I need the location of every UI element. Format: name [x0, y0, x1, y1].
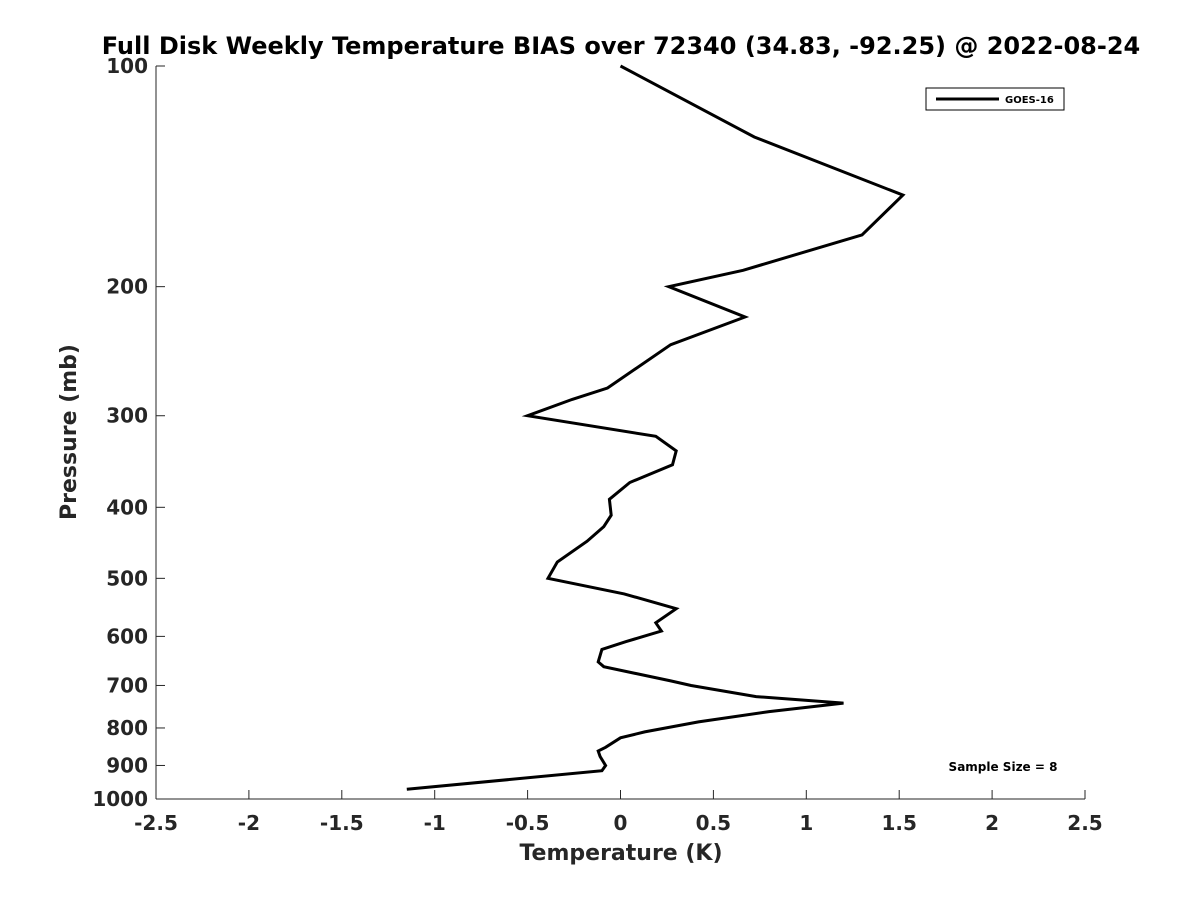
- legend: GOES-16: [925, 87, 1065, 111]
- x-ticks: -2.5 -2 -1.5 -1 -0.5 0 0.5 1 1.5 2 2.5: [134, 790, 1103, 835]
- y-tick-label: 900: [106, 753, 148, 777]
- legend-label: GOES-16: [1005, 95, 1054, 106]
- y-tick-label: 200: [106, 275, 148, 299]
- chart-title: Full Disk Weekly Temperature BIAS over 7…: [102, 32, 1141, 60]
- x-axis-label: Temperature (K): [519, 841, 722, 866]
- series-line-goes-16: [406, 64, 906, 791]
- y-tick-label: 1000: [92, 787, 148, 811]
- x-tick-label: 1.5: [881, 811, 916, 835]
- y-axis-label: Pressure (mb): [57, 344, 82, 520]
- y-tick-label: 800: [106, 716, 148, 740]
- y-tick-label: 300: [106, 404, 148, 428]
- x-tick-label: -1.5: [320, 811, 364, 835]
- sample-size-annotation: Sample Size = 8: [949, 760, 1058, 774]
- y-tick-label: 600: [106, 624, 148, 648]
- x-tick-label: -2.5: [134, 811, 178, 835]
- series-layer: [406, 64, 906, 791]
- x-tick-label: 2.5: [1067, 811, 1102, 835]
- x-tick-label: 2: [985, 811, 999, 835]
- x-tick-label: -2: [238, 811, 260, 835]
- y-tick-label: 700: [106, 673, 148, 697]
- y-ticks: 100 200 300 400 500 600 700 800 900 1000: [92, 54, 165, 811]
- x-tick-label: -1: [424, 811, 446, 835]
- x-tick-label: -0.5: [506, 811, 550, 835]
- y-tick-label: 500: [106, 566, 148, 590]
- y-tick-label: 400: [106, 495, 148, 519]
- x-tick-label: 0.5: [696, 811, 731, 835]
- plot-area: -2.5 -2 -1.5 -1 -0.5 0 0.5 1 1.5 2 2.5 100 200 300 40…: [92, 54, 1102, 835]
- x-tick-label: 0: [614, 811, 628, 835]
- x-tick-label: 1: [799, 811, 813, 835]
- y-tick-label: 100: [106, 54, 148, 78]
